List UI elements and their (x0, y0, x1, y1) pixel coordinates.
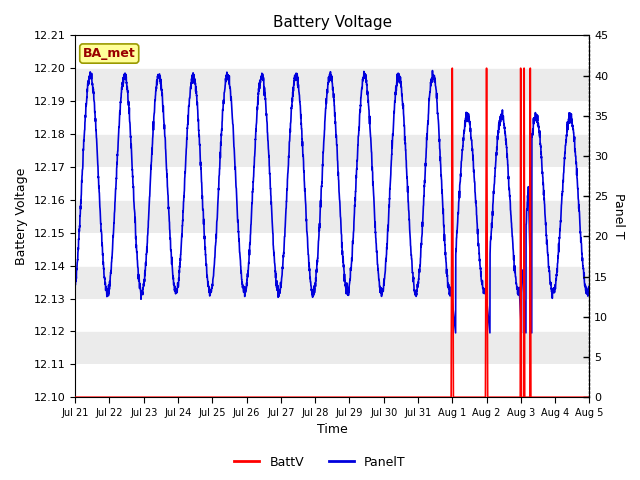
BattV (161, 395, 168, 400)
BattV (269, 395, 276, 400)
PanelT (586, 283, 593, 289)
PanelT (269, 221, 276, 227)
BattV (586, 395, 593, 400)
Bar (75, 299, 589, 331)
PanelT (161, 126, 168, 132)
BattV (449, 65, 456, 71)
Y-axis label: Battery Voltage: Battery Voltage (15, 168, 28, 265)
Y-axis label: Panel T: Panel T (612, 193, 625, 239)
Title: Battery Voltage: Battery Voltage (273, 15, 392, 30)
BattV (71, 395, 79, 400)
Line: BattV: BattV (75, 68, 589, 397)
Bar (75, 101, 589, 134)
Line: PanelT: PanelT (75, 71, 589, 333)
PanelT (71, 278, 79, 284)
Bar (75, 167, 589, 200)
PanelT (576, 214, 584, 220)
PanelT (520, 297, 528, 303)
X-axis label: Time: Time (317, 423, 348, 436)
BattV (520, 65, 528, 71)
PanelT (130, 198, 138, 204)
PanelT (452, 330, 460, 336)
Bar (75, 233, 589, 265)
BattV (575, 395, 583, 400)
Bar (75, 200, 589, 233)
Bar (75, 331, 589, 364)
PanelT (291, 73, 298, 79)
Bar (75, 134, 589, 167)
PanelT (429, 68, 436, 73)
BattV (291, 395, 298, 400)
Bar (75, 68, 589, 101)
Bar (75, 36, 589, 68)
Bar (75, 364, 589, 397)
BattV (130, 395, 138, 400)
Bar (75, 265, 589, 299)
Text: BA_met: BA_met (83, 47, 136, 60)
Legend: BattV, PanelT: BattV, PanelT (229, 451, 411, 474)
